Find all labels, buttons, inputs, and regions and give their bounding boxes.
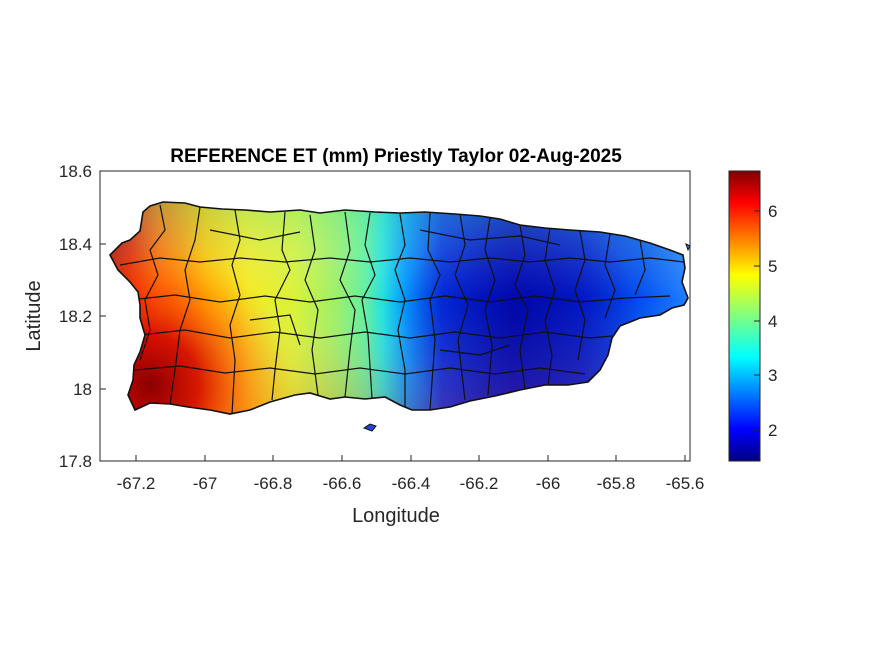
colorbar — [728, 170, 761, 462]
y-tick-label: 18.4 — [59, 235, 92, 254]
x-tick-label: -65.6 — [666, 474, 705, 493]
x-tick-label: -66 — [536, 474, 561, 493]
x-tick-label: -66.4 — [392, 474, 431, 493]
y-tick-label: 18 — [73, 380, 92, 399]
colorbar-tick-label: 6 — [768, 202, 777, 221]
y-tick-label: 18.2 — [59, 307, 92, 326]
y-ticks — [100, 170, 106, 462]
y-tick-label: 17.8 — [59, 452, 92, 471]
small-island-caja-de-muertos — [362, 423, 377, 432]
chart-title: REFERENCE ET (mm) Priestly Taylor 02-Aug… — [170, 146, 622, 167]
colorbar-tick-label: 4 — [768, 312, 777, 331]
x-tick-label: -66.2 — [460, 474, 499, 493]
colorbar-tick-label: 2 — [768, 421, 777, 440]
x-ticks — [135, 455, 686, 461]
y-tick-label: 18.6 — [59, 162, 92, 181]
colorbar-tick-label: 3 — [768, 366, 777, 385]
x-tick-label: -66.6 — [323, 474, 362, 493]
colorbar-tick-label: 5 — [768, 257, 777, 276]
colorbar-ticks — [754, 210, 760, 431]
x-tick-label: -66.8 — [254, 474, 293, 493]
municipal-boundaries — [119, 204, 685, 414]
y-axis-label: Latitude — [23, 280, 45, 351]
x-axis-label: Longitude — [352, 505, 440, 527]
x-tick-label: -65.8 — [597, 474, 636, 493]
small-island-east — [685, 243, 691, 252]
x-tick-label: -67.2 — [117, 474, 156, 493]
x-tick-label: -67 — [193, 474, 218, 493]
